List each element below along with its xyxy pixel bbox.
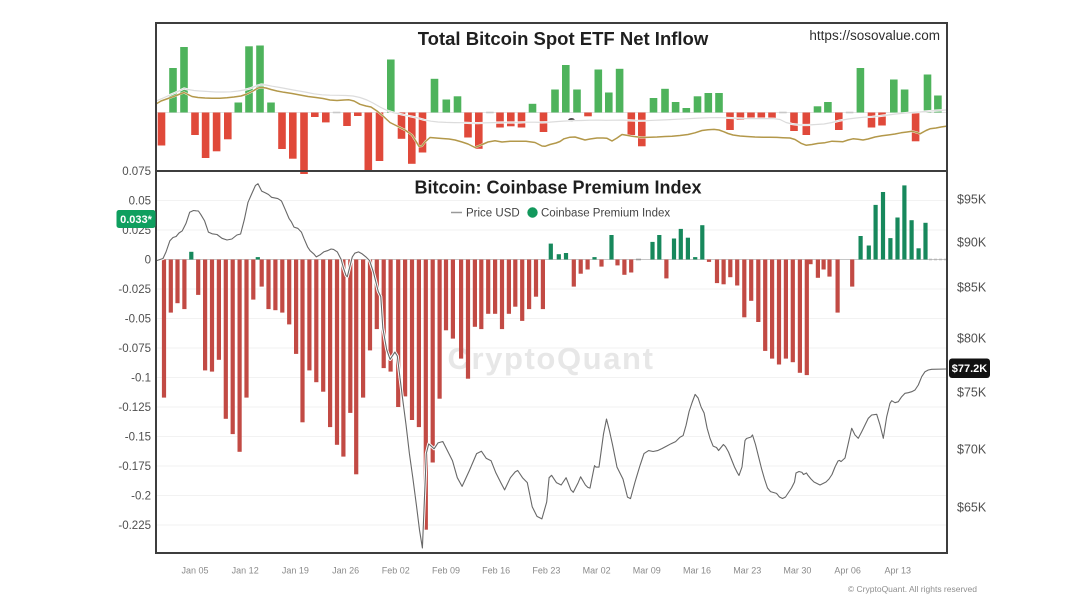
svg-text:Feb 23: Feb 23 (532, 566, 560, 576)
svg-text:-0.15: -0.15 (125, 432, 151, 444)
svg-text:-0.225: -0.225 (118, 520, 151, 532)
svg-text:Apr 13: Apr 13 (885, 566, 912, 576)
svg-text:Jan 05: Jan 05 (181, 566, 208, 576)
svg-text:$95K: $95K (957, 193, 987, 207)
svg-text:Apr 06: Apr 06 (834, 566, 861, 576)
svg-text:0.033*: 0.033* (120, 214, 153, 226)
svg-text:$85K: $85K (957, 281, 987, 295)
svg-text:-0.075: -0.075 (118, 343, 151, 355)
svg-text:CryptoQuant: CryptoQuant (447, 341, 654, 376)
svg-text:$75K: $75K (957, 386, 987, 400)
svg-text:Mar 16: Mar 16 (683, 566, 711, 576)
svg-text:0.05: 0.05 (129, 196, 151, 208)
svg-text:-0.025: -0.025 (118, 284, 151, 296)
svg-text:Jan 12: Jan 12 (232, 566, 259, 576)
svg-text:Total Bitcoin Spot ETF Net Inf: Total Bitcoin Spot ETF Net Inflow (418, 28, 709, 49)
svg-text:$80K: $80K (957, 332, 987, 346)
svg-text:Jan 26: Jan 26 (332, 566, 359, 576)
svg-text:Mar 23: Mar 23 (733, 566, 761, 576)
svg-text:Feb 16: Feb 16 (482, 566, 510, 576)
svg-text:$70K: $70K (957, 443, 987, 457)
svg-text:0: 0 (145, 255, 151, 267)
svg-text:-0.175: -0.175 (118, 461, 151, 473)
svg-text:$65K: $65K (957, 501, 987, 515)
svg-text:$90K: $90K (957, 236, 987, 250)
svg-text:Mar 09: Mar 09 (633, 566, 661, 576)
svg-text:-0.2: -0.2 (131, 491, 151, 503)
svg-text:Mar 30: Mar 30 (783, 566, 811, 576)
svg-text:https://sosovalue.com: https://sosovalue.com (809, 28, 940, 43)
svg-text:Feb 02: Feb 02 (382, 566, 410, 576)
svg-text:Price USD: Price USD (466, 208, 520, 220)
svg-text:© CryptoQuant. All rights rese: © CryptoQuant. All rights reserved (848, 584, 977, 594)
svg-text:0.075: 0.075 (122, 166, 151, 178)
svg-text:Feb 09: Feb 09 (432, 566, 460, 576)
svg-text:Coinbase Premium Index: Coinbase Premium Index (541, 208, 670, 220)
svg-text:Bitcoin: Coinbase Premium Inde: Bitcoin: Coinbase Premium Index (414, 178, 701, 198)
svg-text:Jan 19: Jan 19 (282, 566, 309, 576)
svg-text:-0.1: -0.1 (131, 373, 151, 385)
svg-text:-0.05: -0.05 (125, 314, 151, 326)
svg-text:$77.2K: $77.2K (952, 363, 988, 375)
svg-text:-0.125: -0.125 (118, 402, 151, 414)
svg-text:Mar 02: Mar 02 (583, 566, 611, 576)
